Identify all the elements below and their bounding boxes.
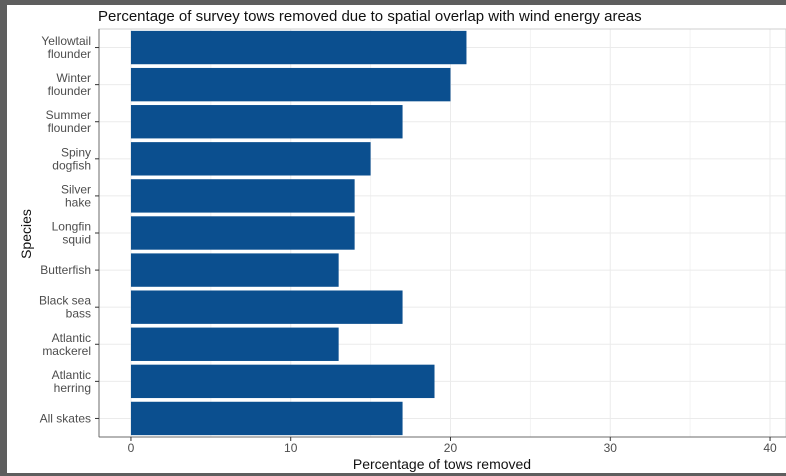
bar: [130, 30, 467, 65]
bar: [130, 216, 355, 250]
category-label: Yellowtail flounder: [41, 34, 91, 61]
x-tick-label: 0: [128, 441, 135, 455]
bar: [130, 105, 403, 139]
x-axis-title: Percentage of tows removed: [352, 456, 532, 472]
x-tick-label: 20: [444, 441, 458, 455]
bar: [130, 327, 339, 361]
chart-title: Percentage of survey tows removed due to…: [98, 8, 642, 25]
bar: [130, 179, 355, 213]
x-tick-label: 40: [763, 441, 777, 455]
bar: [130, 142, 371, 176]
category-label: Atlantic mackerel: [42, 331, 91, 358]
category-label: Winter flounder: [48, 71, 91, 98]
bar: [130, 253, 339, 287]
category-label: Atlantic herring: [52, 368, 91, 395]
category-label: Summer flounder: [46, 108, 91, 135]
category-label: All skates: [40, 411, 91, 425]
axes: [95, 28, 786, 441]
bar: [130, 364, 435, 399]
bars: [130, 30, 467, 436]
category-label: Silver hake: [61, 182, 91, 209]
x-tick-label: 10: [284, 441, 298, 455]
y-axis-title: Species: [18, 209, 34, 259]
category-label: Black sea bass: [39, 294, 91, 321]
category-label: Longfin squid: [52, 220, 91, 247]
x-tick-label: 30: [604, 441, 618, 455]
bar: [130, 401, 403, 436]
tick-labels: 0 10 20 30 40 Yellowtail flounder Winter flounde…: [39, 34, 777, 455]
category-label: Butterfish: [40, 263, 91, 277]
bar: [130, 290, 403, 324]
category-label: Spiny dogfish: [52, 145, 91, 172]
bar: [130, 67, 451, 102]
